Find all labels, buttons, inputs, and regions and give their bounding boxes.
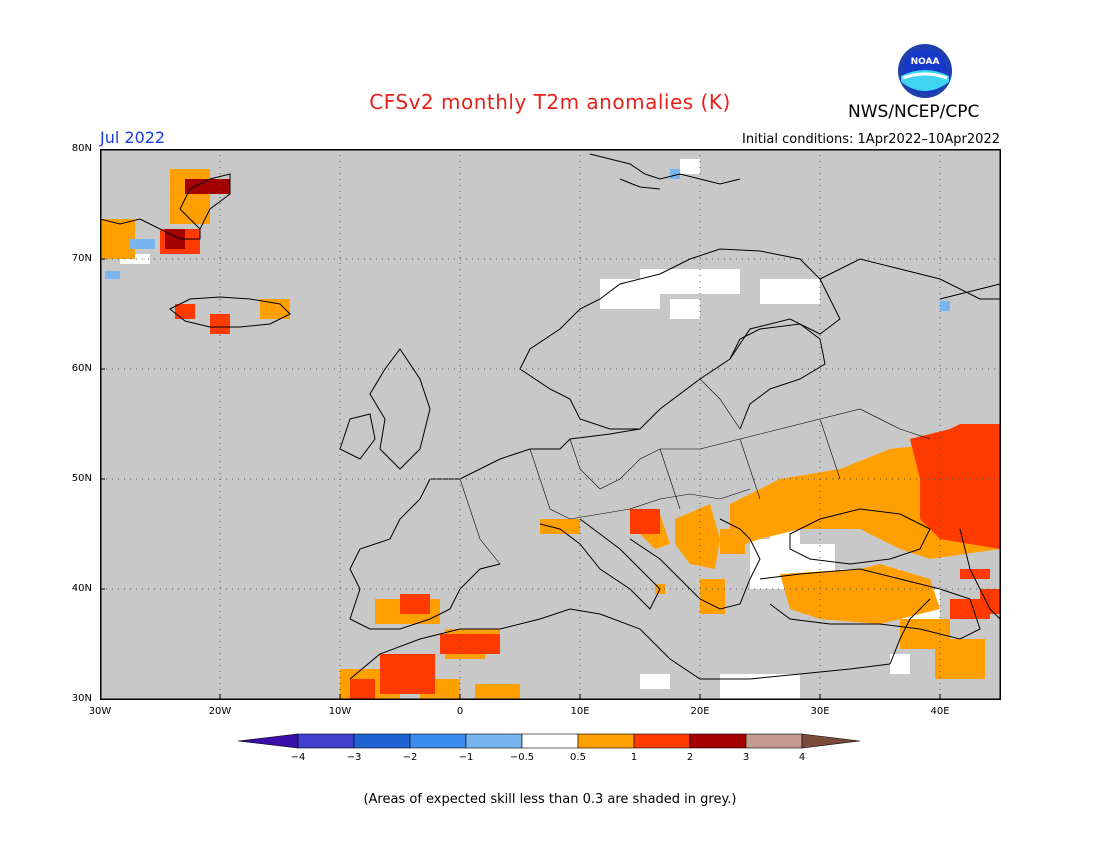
colorbar-label: −2 — [402, 752, 418, 763]
lat-label: 80N — [71, 143, 92, 154]
colorbar-label: 3 — [742, 752, 750, 763]
colorbar-label: −0.5 — [509, 752, 535, 763]
colorbar-label: 1 — [630, 752, 638, 763]
colorbar-label: 2 — [686, 752, 694, 763]
lat-label: 70N — [71, 253, 92, 264]
lon-label: 10E — [570, 706, 590, 717]
colorbar — [238, 733, 861, 749]
lon-label: 10W — [328, 706, 352, 717]
anomaly-map — [100, 149, 1001, 700]
lat-label: 50N — [71, 473, 92, 484]
lat-label: 30N — [71, 693, 92, 704]
strong-warm-anomaly-areas — [160, 229, 1000, 699]
lon-label: 20E — [690, 706, 710, 717]
colorbar-segment — [521, 733, 579, 749]
agency-label: NWS/NCEP/CPC — [848, 102, 980, 122]
svg-text:NOAA: NOAA — [911, 57, 940, 67]
graticule — [100, 149, 1000, 699]
cool-anomaly-areas — [105, 169, 950, 311]
lon-label: 40E — [930, 706, 950, 717]
colorbar-segment — [238, 733, 299, 749]
colorbar-label: −4 — [290, 752, 306, 763]
lon-label: 20W — [208, 706, 232, 717]
colorbar-label: −3 — [346, 752, 362, 763]
initial-conditions: Initial conditions: 1Apr2022–10Apr2022 — [742, 132, 1000, 147]
colorbar-segment — [297, 733, 355, 749]
forecast-month: Jul 2022 — [100, 128, 166, 147]
colorbar-segment — [353, 733, 411, 749]
colorbar-segment — [801, 733, 861, 749]
colorbar-segment — [409, 733, 467, 749]
lon-label: 0 — [456, 706, 464, 717]
colorbar-segment — [577, 733, 635, 749]
colorbar-segment — [689, 733, 747, 749]
lat-label: 60N — [71, 363, 92, 374]
map-frame — [100, 149, 1001, 700]
lon-label: 30E — [810, 706, 830, 717]
colorbar-segment — [633, 733, 691, 749]
skill-footnote: (Areas of expected skill less than 0.3 a… — [363, 792, 737, 807]
colorbar-segment — [465, 733, 523, 749]
colorbar-label: 0.5 — [570, 752, 586, 763]
colorbar-label: 4 — [798, 752, 806, 763]
noaa-logo-icon: NOAA — [898, 44, 952, 98]
lon-label: 30W — [88, 706, 112, 717]
colorbar-segment — [745, 733, 803, 749]
colorbar-label: −1 — [458, 752, 474, 763]
map-title: CFSv2 monthly T2m anomalies (K) — [369, 90, 731, 114]
lat-label: 40N — [71, 583, 92, 594]
